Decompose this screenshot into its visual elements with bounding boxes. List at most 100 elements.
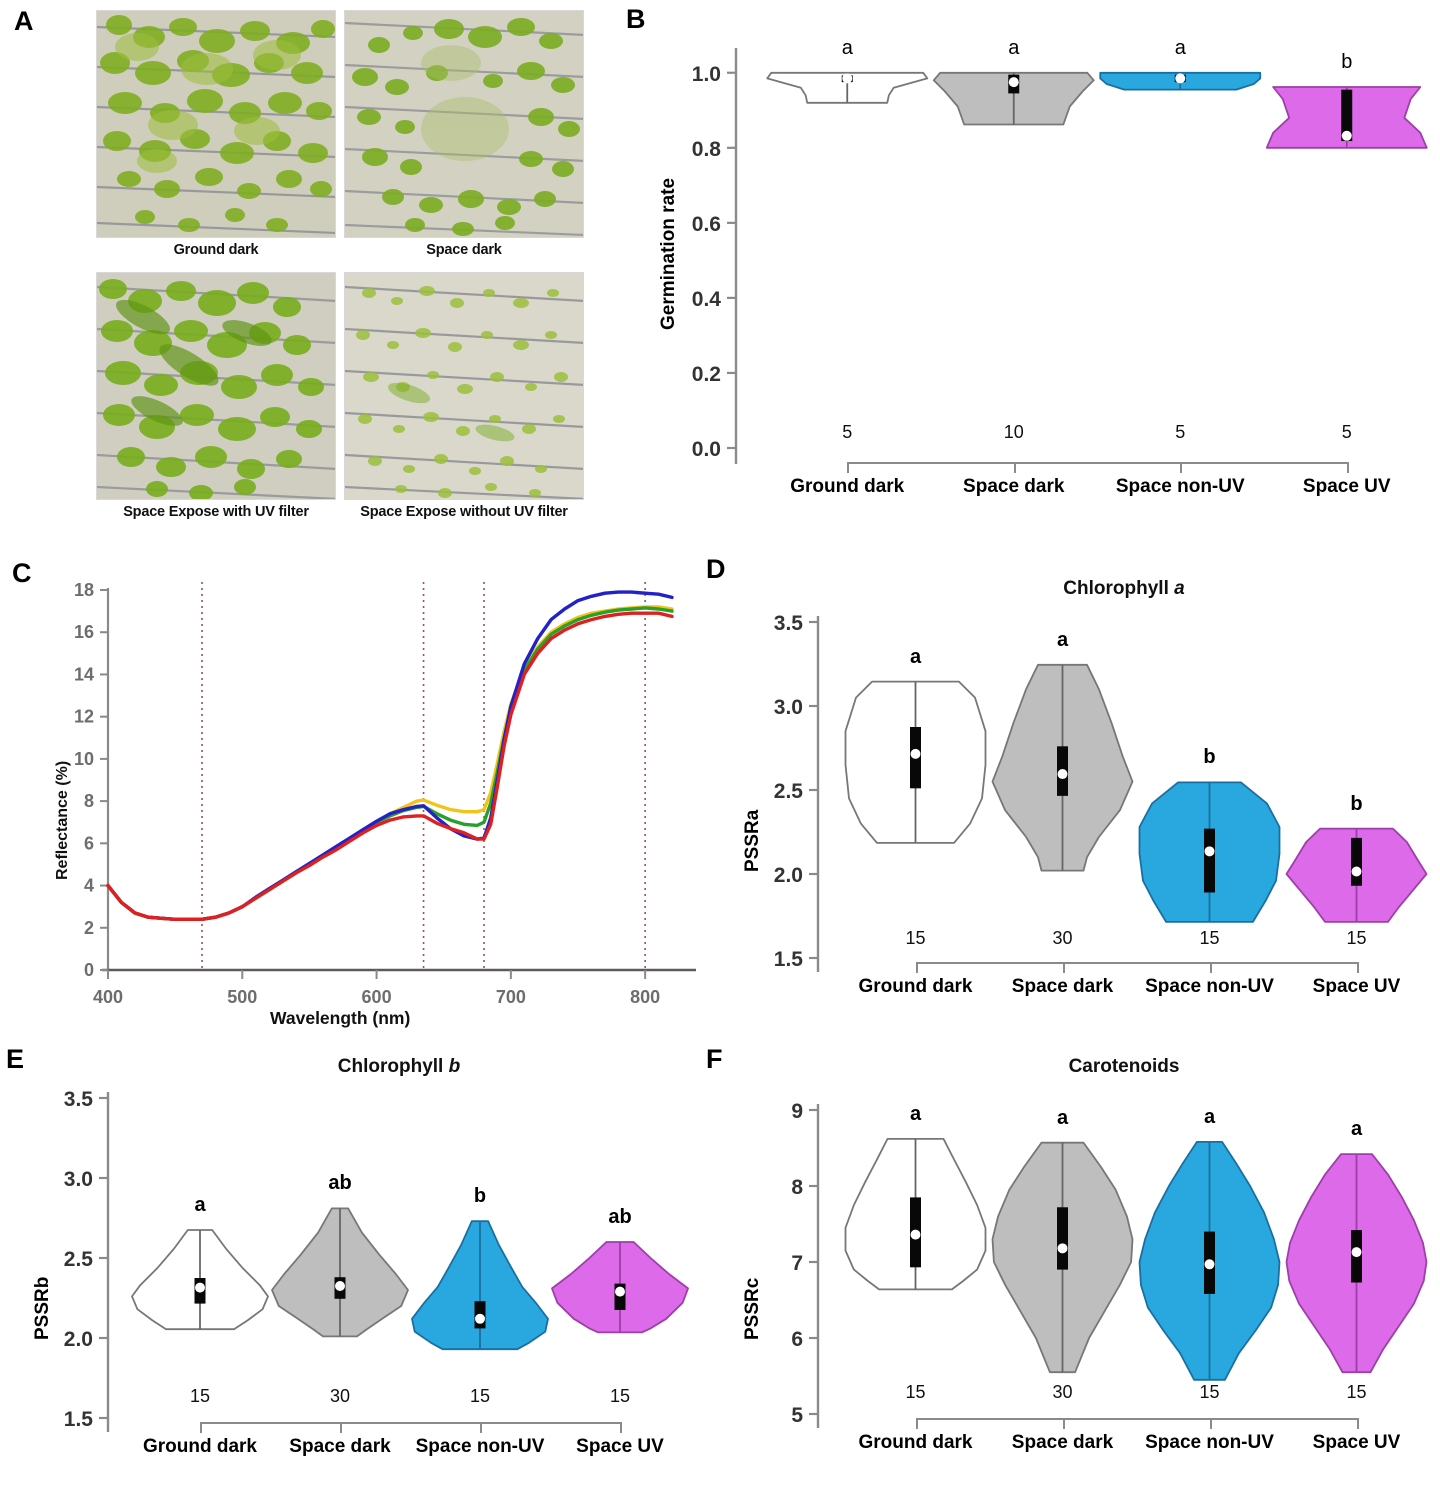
significance-letter-e-1: ab [328,1172,352,1195]
violin-median-f-2 [1204,1259,1215,1270]
group-label-d-2: Space non-UV [1145,976,1274,997]
panel-b-ytick-1: 0.2 [692,363,721,386]
significance-letter-f-3: a [1350,1118,1363,1141]
panel-c-ytick-4: 8 [84,791,94,811]
violin-box-f-1 [1057,1207,1068,1270]
significance-letter-e-3: ab [608,1206,632,1228]
significance-letter-f-0: a [909,1102,922,1125]
bracket-tick-e-3 [620,1422,622,1433]
violin-median-d-2 [1204,846,1215,857]
photo-space-expose-without-uv-filter [344,272,584,500]
panel-c-series-blue [106,590,674,921]
panel-c-letter: C [12,558,32,588]
significance-letter-e-2: b [473,1185,487,1208]
panel-e-ytick-2: 2.5 [64,1248,94,1271]
panel-e-ylabel: PSSRb [32,1276,53,1340]
panel-c-xtick-2: 600 [362,987,392,1007]
panel-c-ytick-7: 14 [74,664,94,684]
panel-a-letter: A [14,6,34,36]
sample-count-d-3: 15 [1346,928,1367,948]
significance-letter-d-0: a [909,645,922,668]
panel-c-ytick-9: 18 [74,580,94,600]
sample-count-d-2: 15 [1199,928,1220,948]
photo-texture-ground-dark [97,11,335,237]
panel-d-ytick-4: 3.5 [774,612,804,635]
violin-box-d-3 [1351,837,1362,886]
panel-d-letter: D [706,554,726,584]
panel-c-series-green [106,606,674,921]
sample-count-d-0: 15 [905,928,926,948]
sample-count-f-1: 30 [1052,1382,1073,1402]
panel-f-ytick-3: 8 [791,1176,803,1199]
panel-d-group-bracket [915,962,1357,964]
panel-e: E Chlorophyll b 1.5 2.0 2.5 3.0 3.5 PSSRb a 15 Gro… [0,1040,700,1498]
panel-c-ylabel: Reflectance (%) [54,760,71,880]
group-label-b-3: Space UV [1302,476,1391,497]
panel-c-ytick-0: 0 [84,960,94,980]
panel-f-letter: F [706,1044,723,1074]
panel-e-group-bracket [200,1422,620,1424]
panel-b-group-bracket [847,462,1347,464]
bracket-tick-b-3 [1346,462,1349,473]
group-label-e-3: Space UV [576,1436,664,1457]
sample-count-e-1: 30 [329,1386,351,1406]
panel-f-ylabel: PSSRc [742,1277,763,1340]
bracket-tick-b-2 [1180,462,1183,473]
panel-f-title: Carotenoids [1068,1056,1180,1077]
bracket-tick-d-3 [1356,962,1359,973]
significance-letter-f-1: a [1056,1106,1069,1129]
significance-letter-b-1: a [1008,36,1020,59]
sample-count-b-0: 5 [842,422,853,442]
photo-texture-with-uv-filter [97,273,335,499]
group-label-f-1: Space dark [1011,1432,1114,1453]
panel-f-ytick-4: 9 [791,1100,803,1123]
panel-e-title: Chlorophyll b [337,1056,461,1077]
photo-cell-ground-dark: Ground dark [96,10,336,265]
group-label-b-0: Ground dark [790,476,905,497]
panel-d-ytick-0: 1.5 [774,948,804,971]
panel-c-ytick-5: 10 [74,749,94,769]
violin-median-b-3 [1341,130,1352,141]
violin-box-b-3 [1341,89,1353,142]
photo-cell-space-no-uv-filter: Space Expose without UV filter [344,272,584,527]
panel-b-violin-plot: 0.0 0.2 0.4 0.6 0.8 1.0 [692,48,1428,464]
panel-c: C 0 2 4 6 8 10 12 14 16 18 400 500 600 700 800 Reflect… [0,550,700,1040]
group-label-b-1: Space dark [963,476,1065,497]
sample-count-e-2: 15 [469,1386,491,1406]
photo-space-dark [344,10,584,238]
panel-f-ytick-1: 6 [791,1328,803,1351]
panel-e-letter: E [6,1044,25,1074]
bracket-tick-d-2 [1209,962,1212,973]
bracket-tick-d-1 [1062,962,1065,973]
panel-b-ytick-0: 0.0 [692,438,721,461]
panel-c-xtick-4: 800 [630,987,660,1007]
violin-median-d-0 [910,748,921,759]
panel-b-ytick-2: 0.4 [692,288,722,311]
violin-median-e-0 [195,1282,205,1293]
violin-median-b-2 [1175,73,1186,84]
significance-letter-d-2: b [1203,746,1216,769]
panel-a: A [0,0,640,540]
panel-f-ytick-0: 5 [791,1404,803,1427]
sample-count-d-1: 30 [1052,928,1073,948]
sample-count-f-0: 15 [905,1382,926,1402]
sample-count-e-3: 15 [609,1386,631,1406]
panel-f: F Carotenoids 5 6 7 8 9 PSSRc a 15 Ground dark a 30 S… [700,1040,1440,1498]
panel-d-ylabel: PSSRa [742,809,763,872]
sample-count-b-3: 5 [1341,422,1352,442]
group-label-d-3: Space UV [1312,976,1401,997]
significance-letter-e-0: a [194,1194,206,1216]
panel-c-ytick-2: 4 [84,876,94,896]
group-label-b-2: Space non-UV [1115,476,1245,497]
violin-median-d-1 [1057,769,1068,780]
photo-cell-space-dark: Space dark [344,10,584,265]
panel-c-series-yellow [106,605,674,921]
photo-cell-space-uv-filter: Space Expose with UV filter [96,272,336,527]
photo-caption-without-uv-filter: Space Expose without UV filter [360,504,568,520]
group-label-e-1: Space dark [289,1436,391,1457]
panel-d-ytick-2: 2.5 [774,780,804,803]
photo-caption-ground-dark: Ground dark [173,242,259,258]
panel-f-violin-plot: 5 6 7 8 9 [791,1100,1428,1428]
significance-letter-d-1: a [1056,628,1069,651]
panel-b-ytick-3: 0.6 [692,213,721,236]
